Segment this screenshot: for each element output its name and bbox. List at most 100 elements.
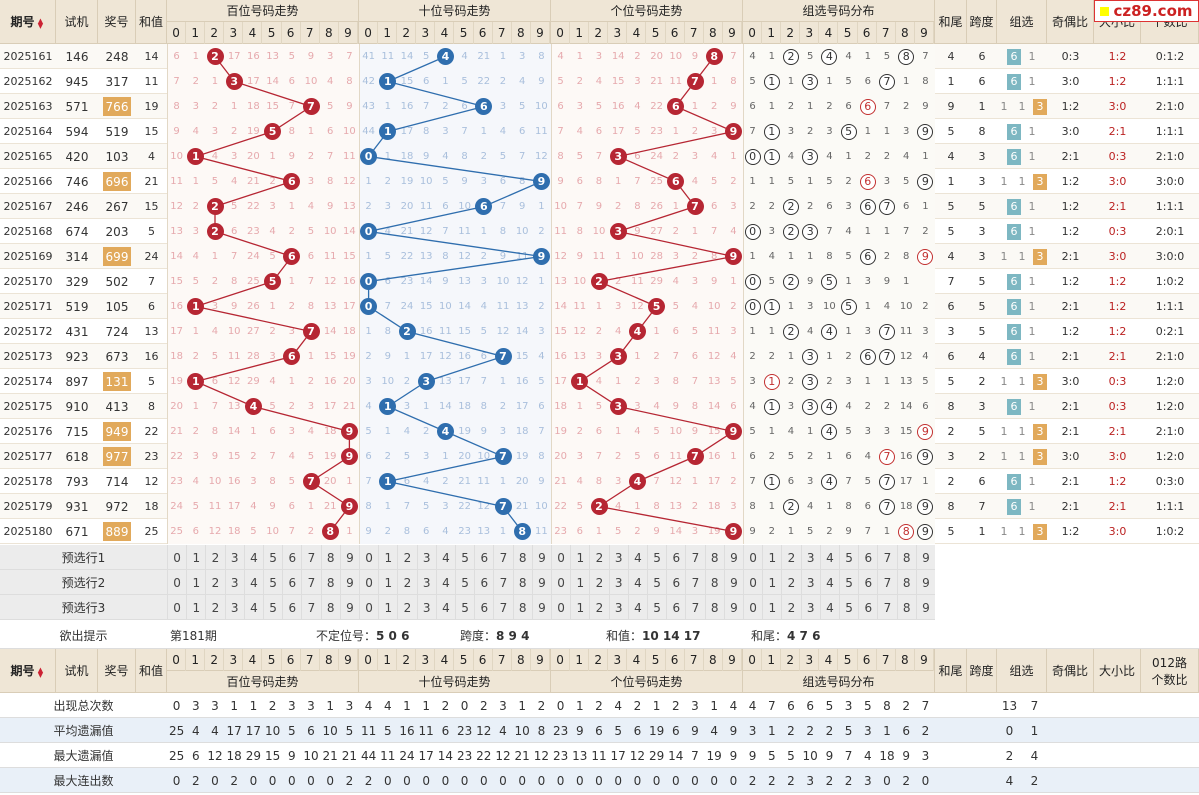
preselect-digit[interactable]: 4 xyxy=(819,595,839,620)
preselect-digit[interactable]: 2 xyxy=(781,545,800,570)
preselect-digit[interactable]: 8 xyxy=(704,545,724,570)
preselect-digit[interactable]: 3 xyxy=(608,595,628,620)
preselect-digit[interactable]: 9 xyxy=(531,570,551,595)
preselect-digit[interactable]: 9 xyxy=(531,545,551,570)
preselect-digit[interactable]: 7 xyxy=(877,545,896,570)
preselect-digit[interactable]: 9 xyxy=(339,595,359,620)
preselect-digit[interactable]: 3 xyxy=(416,595,436,620)
footer-period[interactable]: 期号 ▲▼ xyxy=(0,649,56,693)
preselect-digit[interactable]: 7 xyxy=(685,570,704,595)
preselect-digit[interactable]: 2 xyxy=(589,570,608,595)
sort-arrows-icon[interactable]: ▲▼ xyxy=(36,16,45,27)
preselect-digit[interactable]: 0 xyxy=(359,545,378,570)
preselect-digit[interactable]: 0 xyxy=(743,545,762,570)
preselect-digit[interactable]: 9 xyxy=(723,595,743,620)
preselect-digit[interactable]: 8 xyxy=(320,545,340,570)
preselect-digit[interactable]: 3 xyxy=(800,595,820,620)
preselect-digit[interactable]: 9 xyxy=(915,595,935,620)
preselect-digit[interactable]: 2 xyxy=(589,545,608,570)
preselect-digit[interactable]: 1 xyxy=(378,570,397,595)
preselect-digit[interactable]: 7 xyxy=(685,545,704,570)
preselect-digit[interactable]: 2 xyxy=(781,570,800,595)
preselect-digit[interactable]: 9 xyxy=(723,570,743,595)
preselect-digit[interactable]: 5 xyxy=(455,595,474,620)
preselect-digit[interactable]: 6 xyxy=(282,545,301,570)
preselect-digit[interactable]: 4 xyxy=(627,570,647,595)
preselect-digit[interactable]: 5 xyxy=(839,595,858,620)
preselect-digit[interactable]: 6 xyxy=(282,570,301,595)
preselect-digit[interactable]: 0 xyxy=(167,570,186,595)
preselect-digit[interactable]: 7 xyxy=(301,570,320,595)
preselect-digit[interactable]: 1 xyxy=(378,545,397,570)
preselect-digit[interactable]: 7 xyxy=(493,595,512,620)
preselect-digit[interactable]: 4 xyxy=(435,595,455,620)
preselect-digit[interactable]: 6 xyxy=(282,595,301,620)
preselect-digit[interactable]: 8 xyxy=(704,595,724,620)
preselect-digit[interactable]: 1 xyxy=(378,595,397,620)
preselect-digit[interactable]: 2 xyxy=(397,545,416,570)
preselect-digit[interactable]: 3 xyxy=(800,570,820,595)
preselect-digit[interactable]: 5 xyxy=(647,570,666,595)
preselect-digit[interactable]: 2 xyxy=(205,545,224,570)
preselect-digit[interactable]: 0 xyxy=(743,570,762,595)
preselect-digit[interactable]: 0 xyxy=(551,570,570,595)
preselect-digit[interactable]: 5 xyxy=(263,545,282,570)
preselect-digit[interactable]: 4 xyxy=(819,570,839,595)
preselect-digit[interactable]: 7 xyxy=(301,595,320,620)
preselect-digit[interactable]: 5 xyxy=(647,595,666,620)
preselect-digit[interactable]: 8 xyxy=(896,545,916,570)
preselect-digit[interactable]: 4 xyxy=(435,545,455,570)
preselect-digit[interactable]: 4 xyxy=(435,570,455,595)
preselect-digit[interactable]: 8 xyxy=(512,570,532,595)
preselect-digit[interactable]: 0 xyxy=(359,570,378,595)
preselect-digit[interactable]: 3 xyxy=(224,545,244,570)
preselect-digit[interactable]: 4 xyxy=(243,570,263,595)
preselect-digit[interactable]: 0 xyxy=(167,595,186,620)
logo[interactable]: cz89.com xyxy=(1094,0,1199,22)
preselect-digit[interactable]: 0 xyxy=(551,595,570,620)
preselect-digit[interactable]: 5 xyxy=(839,570,858,595)
preselect-digit[interactable]: 7 xyxy=(493,545,512,570)
preselect-digit[interactable]: 4 xyxy=(627,545,647,570)
preselect-digit[interactable]: 8 xyxy=(320,570,340,595)
preselect-digit[interactable]: 8 xyxy=(512,595,532,620)
preselect-digit[interactable]: 1 xyxy=(570,570,589,595)
preselect-digit[interactable]: 1 xyxy=(186,595,205,620)
preselect-digit[interactable]: 1 xyxy=(762,595,781,620)
preselect-digit[interactable]: 5 xyxy=(263,570,282,595)
preselect-digit[interactable]: 3 xyxy=(224,570,244,595)
preselect-digit[interactable]: 3 xyxy=(608,570,628,595)
preselect-digit[interactable]: 5 xyxy=(455,545,474,570)
preselect-digit[interactable]: 2 xyxy=(205,570,224,595)
preselect-digit[interactable]: 9 xyxy=(339,570,359,595)
preselect-digit[interactable]: 0 xyxy=(743,595,762,620)
preselect-digit[interactable]: 6 xyxy=(858,545,877,570)
preselect-digit[interactable]: 8 xyxy=(896,595,916,620)
preselect-digit[interactable]: 6 xyxy=(858,570,877,595)
preselect-digit[interactable]: 6 xyxy=(666,570,685,595)
preselect-digit[interactable]: 1 xyxy=(186,545,205,570)
preselect-digit[interactable]: 9 xyxy=(723,545,743,570)
preselect-digit[interactable]: 0 xyxy=(551,545,570,570)
preselect-digit[interactable]: 1 xyxy=(186,570,205,595)
preselect-digit[interactable]: 1 xyxy=(762,570,781,595)
preselect-digit[interactable]: 9 xyxy=(915,545,935,570)
preselect-digit[interactable]: 2 xyxy=(397,570,416,595)
preselect-digit[interactable]: 5 xyxy=(647,545,666,570)
preselect-digit[interactable]: 8 xyxy=(512,545,532,570)
preselect-digit[interactable]: 1 xyxy=(570,545,589,570)
preselect-digit[interactable]: 8 xyxy=(320,595,340,620)
preselect-digit[interactable]: 3 xyxy=(800,545,820,570)
preselect-digit[interactable]: 4 xyxy=(243,545,263,570)
preselect-digit[interactable]: 3 xyxy=(416,570,436,595)
preselect-digit[interactable]: 3 xyxy=(224,595,244,620)
preselect-digit[interactable]: 6 xyxy=(474,545,493,570)
preselect-digit[interactable]: 5 xyxy=(839,545,858,570)
preselect-digit[interactable]: 6 xyxy=(858,595,877,620)
preselect-digit[interactable]: 9 xyxy=(531,595,551,620)
preselect-digit[interactable]: 9 xyxy=(339,545,359,570)
preselect-digit[interactable]: 7 xyxy=(877,570,896,595)
header-period[interactable]: 期号 ▲▼ xyxy=(0,0,56,44)
preselect-digit[interactable]: 7 xyxy=(685,595,704,620)
preselect-digit[interactable]: 9 xyxy=(915,570,935,595)
